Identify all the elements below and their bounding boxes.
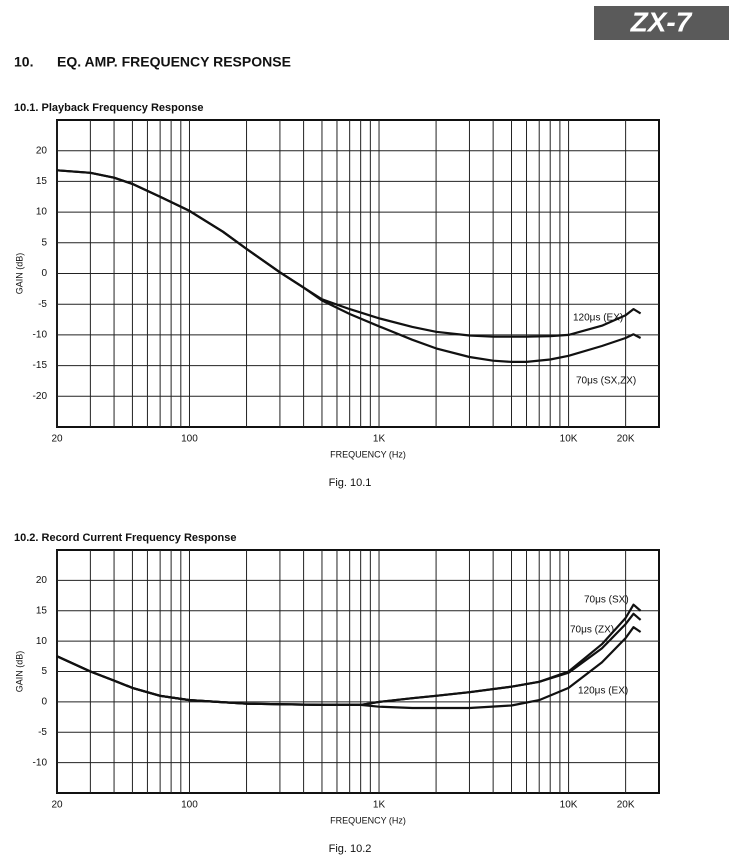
series-line (56, 169, 642, 338)
figure-caption: Fig. 10.2 (329, 843, 372, 855)
y-tick-label: -15 (33, 360, 48, 371)
y-axis-label: GAIN (dB) (14, 253, 24, 295)
series-label: 120μs (EX) (578, 686, 628, 697)
y-tick-label: -10 (33, 757, 48, 768)
section-title: EQ. AMP. FREQUENCY RESPONSE (57, 54, 291, 70)
y-tick-label: -20 (33, 391, 48, 402)
x-axis-label: FREQUENCY (Hz) (330, 449, 406, 459)
chart-title: 10.1. Playback Frequency Response (14, 102, 204, 114)
y-tick-label: 5 (41, 237, 47, 248)
y-tick-label: -5 (38, 299, 47, 310)
x-tick-label: 10K (560, 800, 578, 811)
y-tick-label: 0 (41, 697, 47, 708)
y-tick-label: 10 (36, 636, 48, 647)
x-tick-label: 20 (51, 434, 63, 445)
x-tick-label: 10K (560, 434, 578, 445)
badge-box (594, 6, 729, 40)
x-tick-label: 20K (617, 800, 635, 811)
y-tick-label: -5 (38, 727, 47, 738)
section-number: 10. (14, 54, 33, 70)
x-axis-label: FREQUENCY (Hz) (330, 815, 406, 825)
y-tick-label: 20 (36, 145, 48, 156)
y-axis-label: GAIN (dB) (14, 651, 24, 693)
series-label: 70μs (ZX) (570, 625, 614, 636)
x-tick-label: 20 (51, 800, 63, 811)
series-line (56, 169, 642, 363)
badge: ZX-7 (630, 6, 693, 37)
x-tick-label: 1K (373, 434, 386, 445)
series-label: 70μs (SX) (584, 595, 629, 606)
x-tick-label: 100 (181, 800, 198, 811)
x-tick-label: 1K (373, 800, 386, 811)
figure-caption: Fig. 10.1 (329, 477, 372, 489)
series-label: 120μs (EX) (573, 313, 623, 324)
series-line (56, 603, 642, 706)
y-tick-label: 15 (36, 605, 48, 616)
y-tick-label: -10 (33, 330, 48, 341)
y-tick-label: 15 (36, 176, 48, 187)
x-tick-label: 20K (617, 434, 635, 445)
x-tick-label: 100 (181, 434, 198, 445)
y-tick-label: 0 (41, 268, 47, 279)
y-tick-label: 10 (36, 207, 48, 218)
y-tick-label: 20 (36, 575, 48, 586)
y-tick-label: 5 (41, 666, 47, 677)
series-label: 70μs (SX,ZX) (576, 376, 636, 387)
series-line (56, 626, 642, 710)
chart-title: 10.2. Record Current Frequency Response (14, 532, 237, 544)
